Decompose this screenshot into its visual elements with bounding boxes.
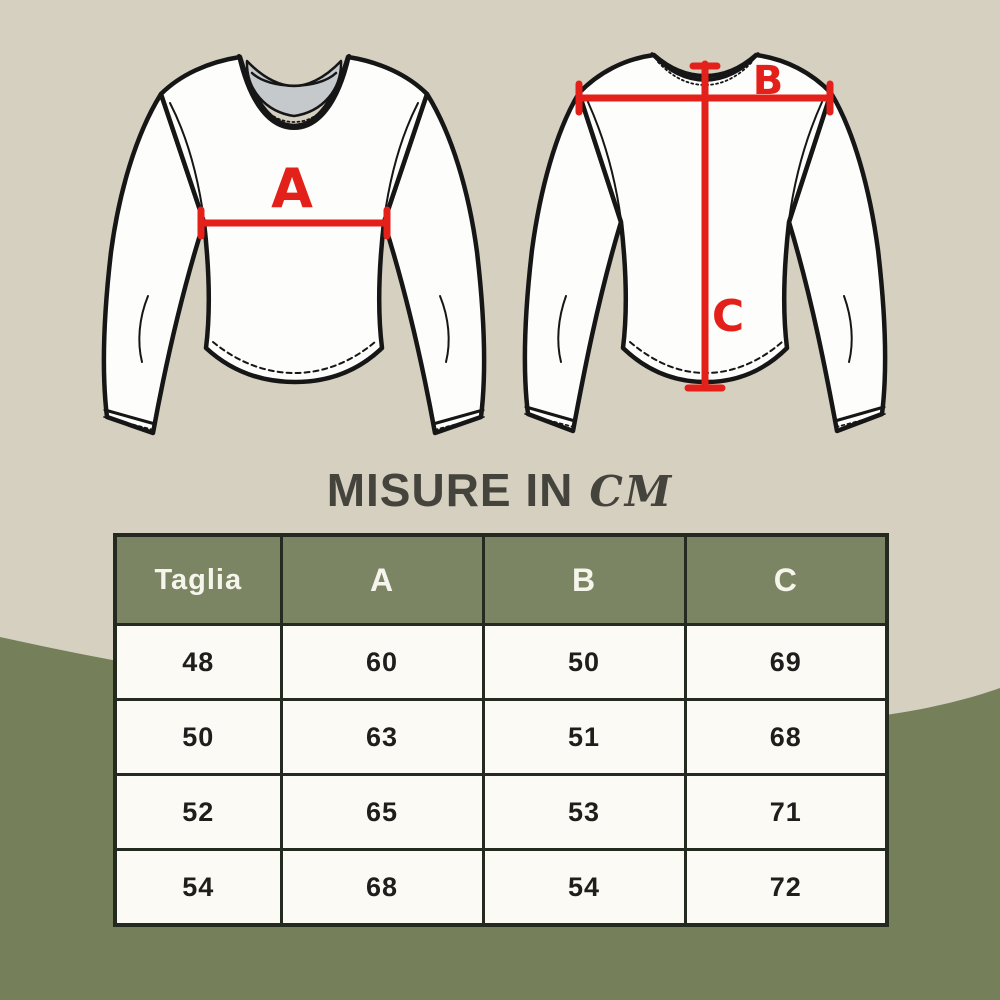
size-table-head: Taglia A B C <box>113 533 889 626</box>
front-garment-drawing <box>101 54 487 436</box>
measurement-lines <box>197 60 834 392</box>
size-table-body: 48 60 50 69 50 63 51 68 52 65 53 71 54 68 54 72 <box>113 623 889 927</box>
header-cell: A <box>279 533 485 626</box>
measurement-line-c <box>684 60 726 392</box>
size-cell: 52 <box>113 773 283 851</box>
garment-diagram: A B C <box>101 52 888 436</box>
title: MISURE IN CM <box>0 460 1000 520</box>
header-cell: C <box>683 533 889 626</box>
header-cell: B <box>481 533 687 626</box>
size-cell: 71 <box>683 773 889 851</box>
table-row: 52 65 53 71 <box>113 773 889 851</box>
header-row: Taglia A B C <box>113 533 889 626</box>
size-cell: 48 <box>113 623 283 701</box>
size-cell: 54 <box>113 848 283 927</box>
table-row: 54 68 54 72 <box>113 848 889 927</box>
size-cell: 60 <box>279 623 485 701</box>
measurement-label-a: A <box>271 157 313 220</box>
size-cell: 72 <box>683 848 889 927</box>
size-cell: 51 <box>481 698 687 776</box>
title-text: MISURE IN <box>326 464 574 516</box>
measurement-label-b: B <box>753 58 784 104</box>
size-table: Taglia A B C 48 60 50 69 50 63 51 68 52 65 53 71 54 68 54… <box>113 533 889 927</box>
size-cell: 65 <box>279 773 485 851</box>
size-cell: 69 <box>683 623 889 701</box>
size-cell: 54 <box>481 848 687 927</box>
header-cell: Taglia <box>113 533 283 626</box>
size-cell: 63 <box>279 698 485 776</box>
measurement-label-c: C <box>712 291 744 342</box>
size-cell: 68 <box>683 698 889 776</box>
size-cell: 50 <box>113 698 283 776</box>
title-unit: CM <box>589 466 674 516</box>
size-cell: 53 <box>481 773 687 851</box>
size-cell: 68 <box>279 848 485 927</box>
table-row: 48 60 50 69 <box>113 623 889 701</box>
measurement-line-a <box>197 206 391 240</box>
size-cell: 50 <box>481 623 687 701</box>
table-row: 50 63 51 68 <box>113 698 889 776</box>
